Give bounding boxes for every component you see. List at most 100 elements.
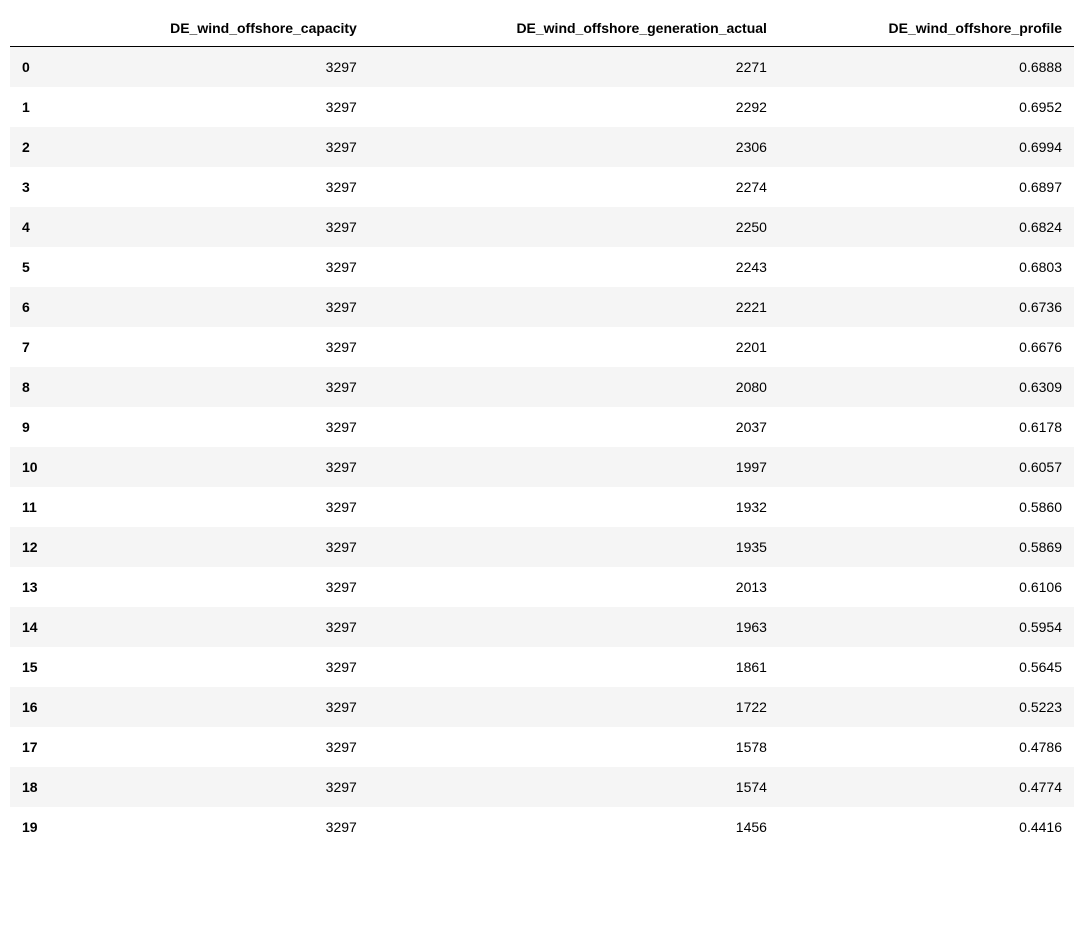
table-row: 0329722710.6888 [10,47,1074,88]
cell-capacity: 3297 [54,247,369,287]
cell-generation: 1722 [369,687,779,727]
cell-profile: 0.5869 [779,527,1074,567]
column-header-generation: DE_wind_offshore_generation_actual [369,10,779,47]
cell-generation: 2306 [369,127,779,167]
table-row: 13329720130.6106 [10,567,1074,607]
row-index: 3 [10,167,54,207]
cell-generation: 2037 [369,407,779,447]
index-header [10,10,54,47]
cell-profile: 0.6736 [779,287,1074,327]
cell-profile: 0.4416 [779,807,1074,847]
cell-profile: 0.6994 [779,127,1074,167]
table-header-row: DE_wind_offshore_capacityDE_wind_offshor… [10,10,1074,47]
cell-profile: 0.6676 [779,327,1074,367]
column-header-capacity: DE_wind_offshore_capacity [54,10,369,47]
cell-capacity: 3297 [54,167,369,207]
cell-generation: 1456 [369,807,779,847]
cell-generation: 1963 [369,607,779,647]
cell-capacity: 3297 [54,47,369,88]
cell-profile: 0.6178 [779,407,1074,447]
row-index: 18 [10,767,54,807]
row-index: 1 [10,87,54,127]
row-index: 7 [10,327,54,367]
cell-capacity: 3297 [54,367,369,407]
row-index: 12 [10,527,54,567]
row-index: 16 [10,687,54,727]
cell-profile: 0.6897 [779,167,1074,207]
row-index: 17 [10,727,54,767]
cell-generation: 1578 [369,727,779,767]
row-index: 15 [10,647,54,687]
row-index: 0 [10,47,54,88]
cell-capacity: 3297 [54,487,369,527]
cell-profile: 0.6106 [779,567,1074,607]
cell-profile: 0.4786 [779,727,1074,767]
row-index: 5 [10,247,54,287]
column-header-profile: DE_wind_offshore_profile [779,10,1074,47]
table-row: 2329723060.6994 [10,127,1074,167]
table-row: 10329719970.6057 [10,447,1074,487]
row-index: 14 [10,607,54,647]
row-index: 9 [10,407,54,447]
row-index: 10 [10,447,54,487]
table-row: 18329715740.4774 [10,767,1074,807]
table-row: 17329715780.4786 [10,727,1074,767]
cell-profile: 0.4774 [779,767,1074,807]
table-row: 16329717220.5223 [10,687,1074,727]
cell-profile: 0.6824 [779,207,1074,247]
cell-capacity: 3297 [54,567,369,607]
cell-generation: 1861 [369,647,779,687]
table-row: 8329720800.6309 [10,367,1074,407]
table-body: 0329722710.68881329722920.69522329723060… [10,47,1074,848]
table-row: 19329714560.4416 [10,807,1074,847]
table-header: DE_wind_offshore_capacityDE_wind_offshor… [10,10,1074,47]
cell-capacity: 3297 [54,727,369,767]
cell-generation: 1997 [369,447,779,487]
cell-capacity: 3297 [54,767,369,807]
cell-generation: 1574 [369,767,779,807]
cell-generation: 1935 [369,527,779,567]
table-row: 6329722210.6736 [10,287,1074,327]
cell-generation: 2250 [369,207,779,247]
cell-profile: 0.6888 [779,47,1074,88]
cell-profile: 0.5645 [779,647,1074,687]
dataframe-table: DE_wind_offshore_capacityDE_wind_offshor… [10,10,1074,847]
table-row: 4329722500.6824 [10,207,1074,247]
cell-generation: 2292 [369,87,779,127]
row-index: 11 [10,487,54,527]
cell-capacity: 3297 [54,807,369,847]
cell-capacity: 3297 [54,207,369,247]
cell-capacity: 3297 [54,87,369,127]
cell-capacity: 3297 [54,287,369,327]
row-index: 8 [10,367,54,407]
cell-profile: 0.5860 [779,487,1074,527]
cell-generation: 2013 [369,567,779,607]
table-row: 12329719350.5869 [10,527,1074,567]
cell-generation: 2080 [369,367,779,407]
cell-profile: 0.5954 [779,607,1074,647]
table-row: 11329719320.5860 [10,487,1074,527]
cell-profile: 0.5223 [779,687,1074,727]
cell-generation: 2243 [369,247,779,287]
cell-capacity: 3297 [54,327,369,367]
cell-profile: 0.6803 [779,247,1074,287]
table-row: 14329719630.5954 [10,607,1074,647]
row-index: 13 [10,567,54,607]
cell-capacity: 3297 [54,447,369,487]
table-row: 15329718610.5645 [10,647,1074,687]
cell-profile: 0.6309 [779,367,1074,407]
cell-capacity: 3297 [54,647,369,687]
cell-profile: 0.6952 [779,87,1074,127]
row-index: 4 [10,207,54,247]
cell-capacity: 3297 [54,407,369,447]
table-row: 9329720370.6178 [10,407,1074,447]
table-row: 1329722920.6952 [10,87,1074,127]
cell-profile: 0.6057 [779,447,1074,487]
table-row: 3329722740.6897 [10,167,1074,207]
table-row: 5329722430.6803 [10,247,1074,287]
cell-capacity: 3297 [54,687,369,727]
cell-capacity: 3297 [54,607,369,647]
cell-generation: 2221 [369,287,779,327]
cell-capacity: 3297 [54,527,369,567]
row-index: 6 [10,287,54,327]
